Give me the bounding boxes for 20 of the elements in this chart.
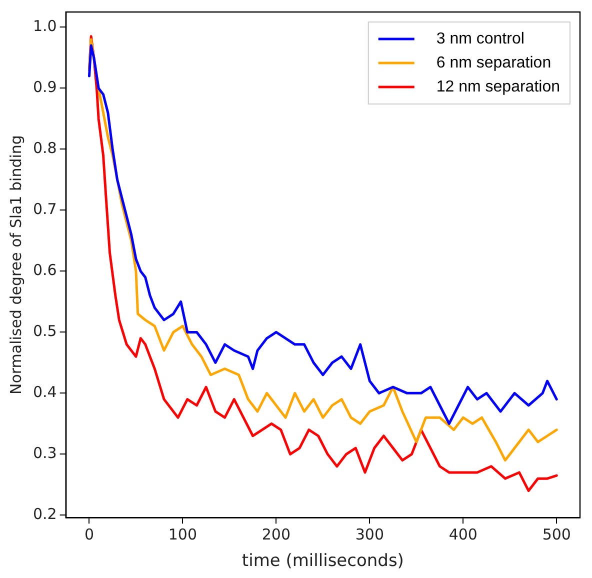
y-tick-label: 0.8 bbox=[32, 139, 57, 158]
y-tick-label: 0.3 bbox=[32, 444, 57, 462]
y-tick-label: 1.0 bbox=[32, 17, 57, 36]
x-axis-title: time (milliseconds) bbox=[242, 551, 404, 572]
y-axis-title: Normalised degree of Sla1 binding bbox=[6, 135, 25, 395]
x-tick-label: 500 bbox=[542, 525, 571, 544]
x-tick-label: 100 bbox=[168, 525, 198, 544]
y-tick-label: 0.9 bbox=[32, 78, 57, 96]
y-tick-label: 0.6 bbox=[32, 261, 57, 280]
x-tick-label: 300 bbox=[355, 525, 384, 544]
y-tick-label: 0.4 bbox=[32, 383, 57, 402]
x-tick-label: 400 bbox=[448, 525, 478, 544]
y-tick-label: 0.2 bbox=[32, 505, 57, 524]
x-tick-label: 0 bbox=[84, 525, 94, 544]
legend-label: 12 nm separation bbox=[436, 78, 560, 96]
legend-label: 6 nm separation bbox=[436, 54, 552, 72]
y-tick-label: 0.5 bbox=[32, 322, 57, 340]
x-tick-label: 200 bbox=[262, 525, 291, 544]
legend-label: 3 nm control bbox=[436, 30, 524, 48]
y-tick-label: 0.7 bbox=[32, 200, 57, 218]
